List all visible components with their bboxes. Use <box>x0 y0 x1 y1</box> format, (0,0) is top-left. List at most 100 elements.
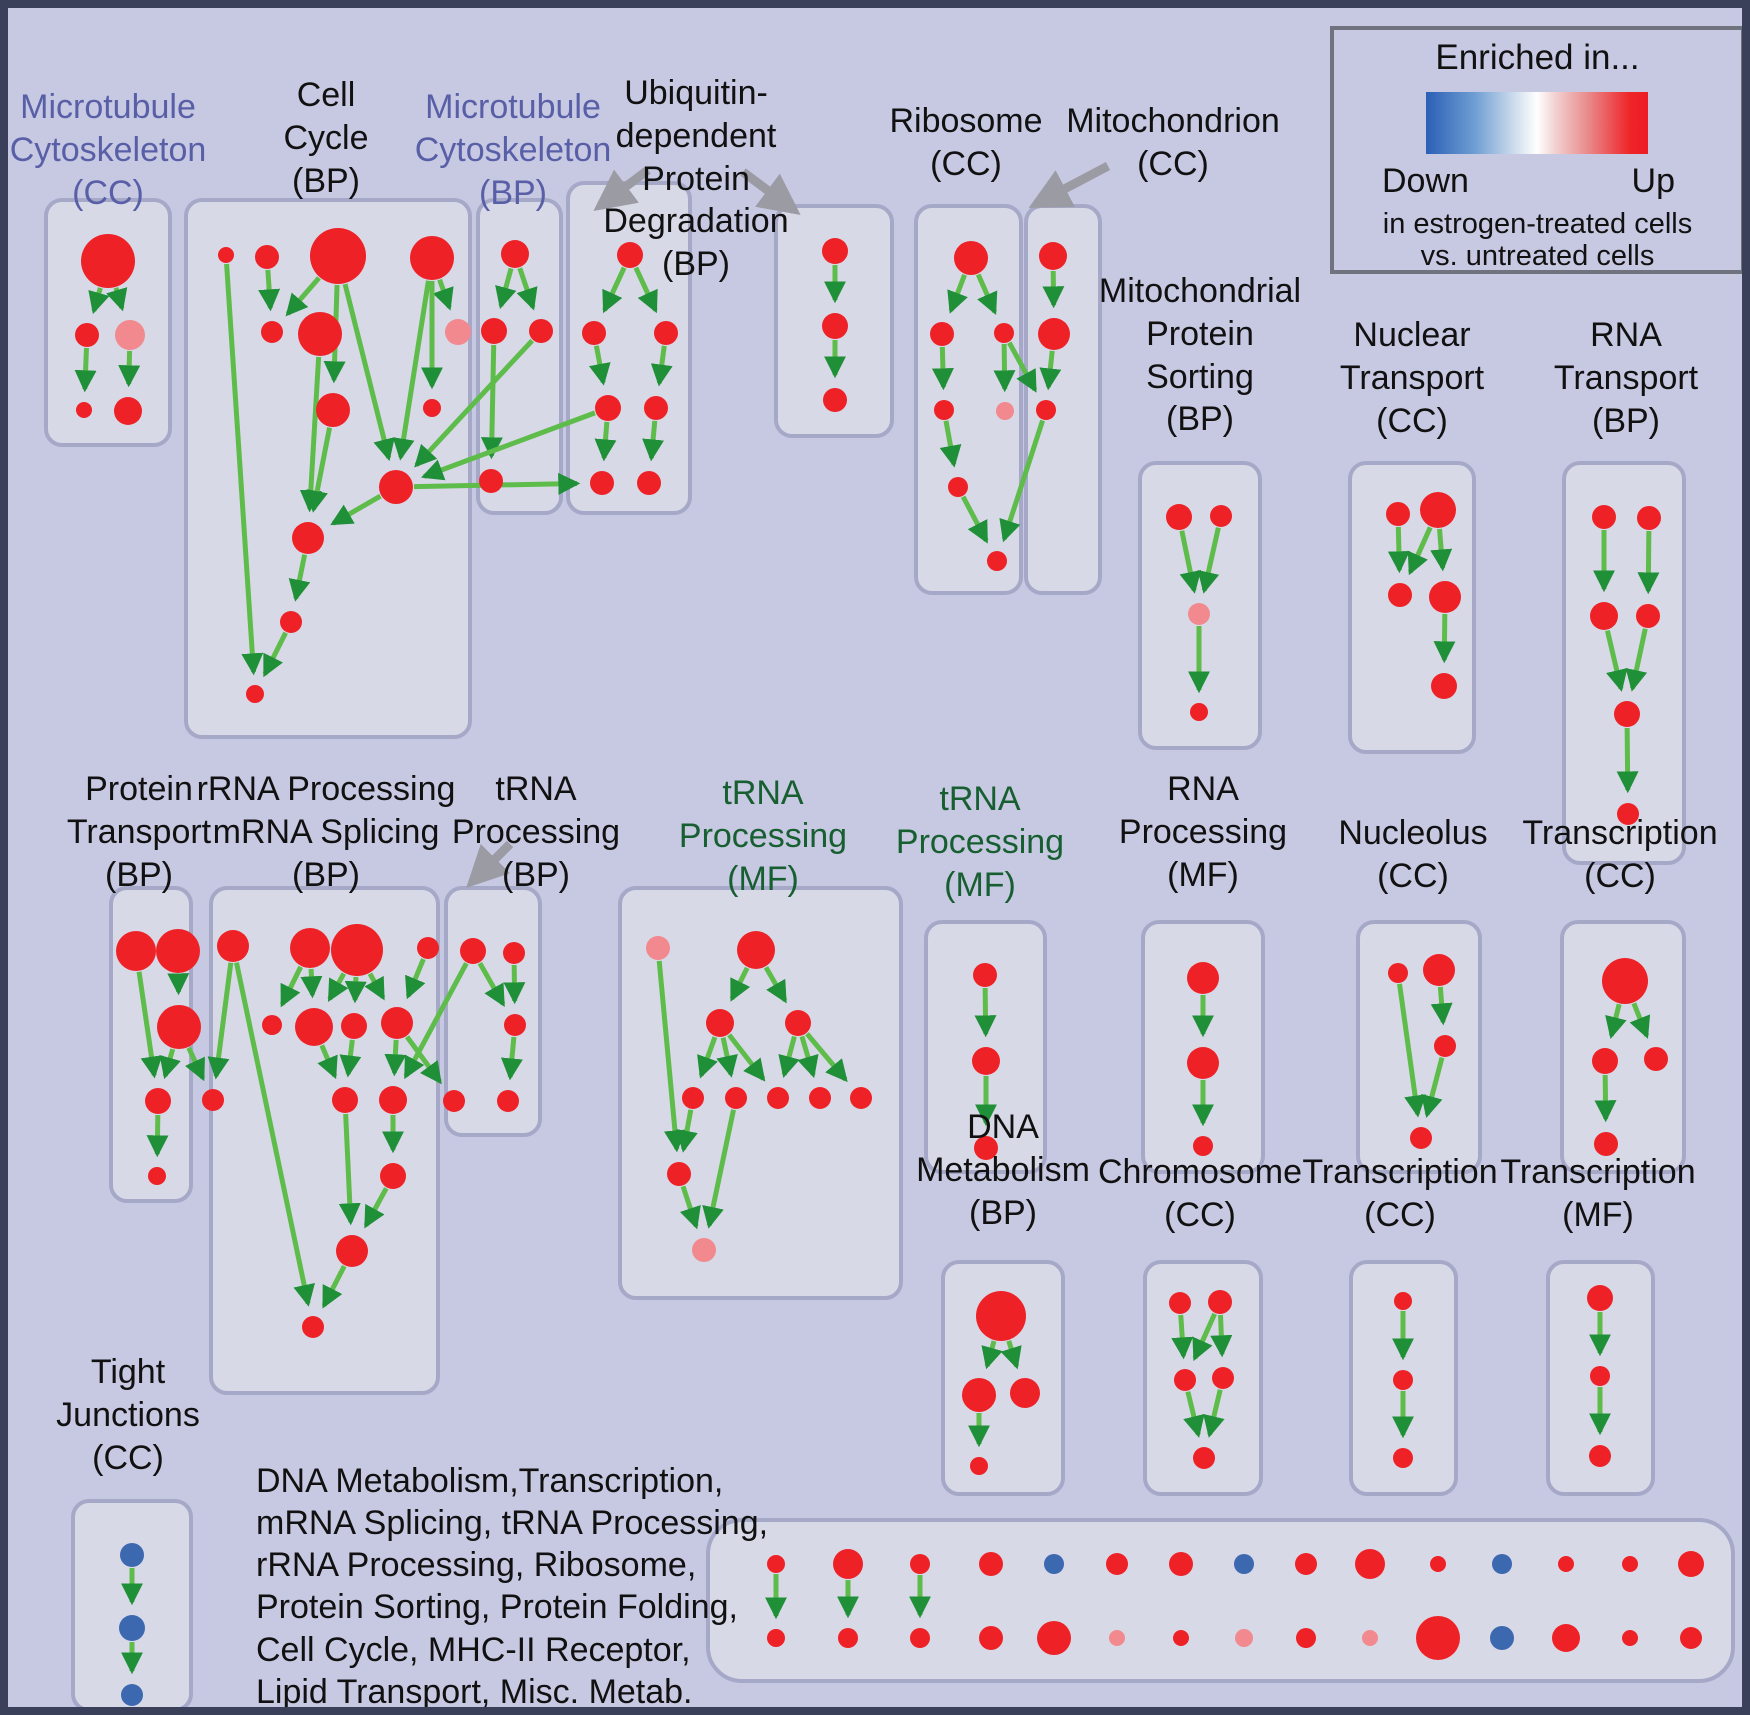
go-node <box>954 241 988 275</box>
go-node <box>767 1629 785 1647</box>
label-line: Microtubule <box>20 88 196 126</box>
label-line: Transport <box>1553 358 1699 397</box>
go-node <box>1423 954 1455 986</box>
cross-edge-arrow <box>403 962 469 1080</box>
go-node <box>1587 1285 1613 1311</box>
go-node <box>255 245 279 269</box>
edge-arrow <box>1616 727 1639 794</box>
label-line: rRNA Processing <box>196 770 456 808</box>
edge-arrow <box>136 971 163 1079</box>
edge-arrow <box>285 276 321 317</box>
label-line: Processing <box>895 822 1065 861</box>
label-mt-cc: Microtubule Cytoskeleton (CC) <box>10 86 207 214</box>
edge-arrow <box>1387 526 1410 574</box>
go-node <box>1036 400 1056 420</box>
go-node <box>962 1378 996 1412</box>
go-node <box>1187 1047 1219 1079</box>
go-node <box>994 323 1014 343</box>
go-node <box>1416 1616 1460 1660</box>
label-nucleolus: Nucleolus (CC) <box>1338 812 1487 898</box>
cluster-box-rna-transport <box>1562 461 1686 865</box>
edge-arrow <box>1000 1340 1022 1370</box>
edge-arrow <box>1604 630 1628 692</box>
go-node <box>410 236 454 280</box>
go-node <box>261 321 283 343</box>
legend-gradient-bar <box>1426 92 1648 154</box>
edge-arrow <box>727 1033 766 1082</box>
go-node <box>445 319 471 345</box>
go-node <box>121 1684 143 1706</box>
edge-arrow <box>299 356 322 513</box>
label-line: (BP) <box>292 855 360 894</box>
go-node <box>246 685 264 703</box>
edge-arrow <box>288 554 311 602</box>
label-chromosome: Chromosome (CC) <box>1098 1151 1302 1237</box>
edge-arrow <box>364 972 386 1001</box>
go-node <box>1010 1378 1040 1408</box>
label-line: (CC) <box>92 1438 164 1477</box>
edge-arrow <box>1179 530 1202 594</box>
go-node <box>423 399 441 417</box>
edge-arrow <box>778 1035 800 1078</box>
misc-list-line: DNA Metabolism,Transcription, <box>256 1462 724 1500</box>
go-node <box>850 1087 872 1109</box>
go-node <box>1166 504 1192 530</box>
label-line: (CC) <box>1584 856 1656 895</box>
go-node <box>948 477 968 497</box>
go-node <box>1429 581 1461 613</box>
label-line: Ribosome <box>889 102 1043 140</box>
edge-arrow <box>300 968 323 999</box>
go-node <box>1212 1367 1234 1389</box>
edge-arrow <box>339 1039 362 1078</box>
go-node <box>1388 963 1408 983</box>
go-node <box>1431 673 1457 699</box>
go-node <box>1193 1447 1215 1469</box>
go-node <box>1173 1630 1189 1646</box>
label-line: (BP) <box>292 161 360 200</box>
edge-arrow <box>1407 526 1433 576</box>
go-node <box>1394 1292 1412 1310</box>
go-node <box>120 1543 144 1567</box>
go-node <box>644 396 668 420</box>
edge-arrow <box>1197 527 1221 594</box>
go-node <box>1678 1551 1704 1577</box>
go-node <box>1037 1621 1071 1655</box>
go-node <box>280 611 302 633</box>
go-node <box>218 247 234 263</box>
edge-arrow <box>650 345 673 387</box>
go-node <box>1187 962 1219 994</box>
go-node <box>443 1090 465 1112</box>
legend-box: Enriched in... Down Up in estrogen-treat… <box>1330 26 1742 274</box>
edge-arrow <box>797 1035 819 1079</box>
edge-arrow <box>981 1340 1003 1370</box>
misc-list-line: mRNA Splicing, tRNA Processing, <box>256 1504 769 1543</box>
edge-arrow <box>1183 1391 1205 1438</box>
edge-arrow <box>306 427 333 513</box>
go-node <box>1235 1629 1253 1647</box>
edge-arrow <box>974 987 997 1038</box>
edge-arrow <box>642 420 665 462</box>
label-mitochondrion: Mitochondrion (CC) <box>1066 100 1280 186</box>
label-line: (MF) <box>1167 855 1239 894</box>
label-line: RNA <box>1167 770 1239 808</box>
edge-arrow <box>1629 1002 1651 1039</box>
edge-arrow <box>480 344 503 460</box>
edge-arrow <box>679 1185 701 1230</box>
edge-arrow <box>656 960 686 1153</box>
go-node <box>972 1047 1000 1075</box>
edge-arrow <box>1594 1074 1617 1123</box>
go-node <box>692 1238 716 1262</box>
label-line: Nucleolus <box>1338 814 1488 852</box>
go-node <box>767 1087 789 1109</box>
go-node <box>1106 1553 1128 1575</box>
go-node <box>148 1167 166 1185</box>
go-node <box>1434 1035 1456 1057</box>
edge-arrow <box>516 267 538 311</box>
go-node <box>115 320 145 350</box>
edge-arrow <box>106 287 128 312</box>
go-node <box>996 402 1014 420</box>
cluster-box-transcription-cc-r2 <box>1560 920 1686 1174</box>
misc-list-line: Lipid Transport, Misc. Metab. <box>256 1672 693 1711</box>
label-tight-junctions: Tight Junctions (CC) <box>56 1351 200 1479</box>
